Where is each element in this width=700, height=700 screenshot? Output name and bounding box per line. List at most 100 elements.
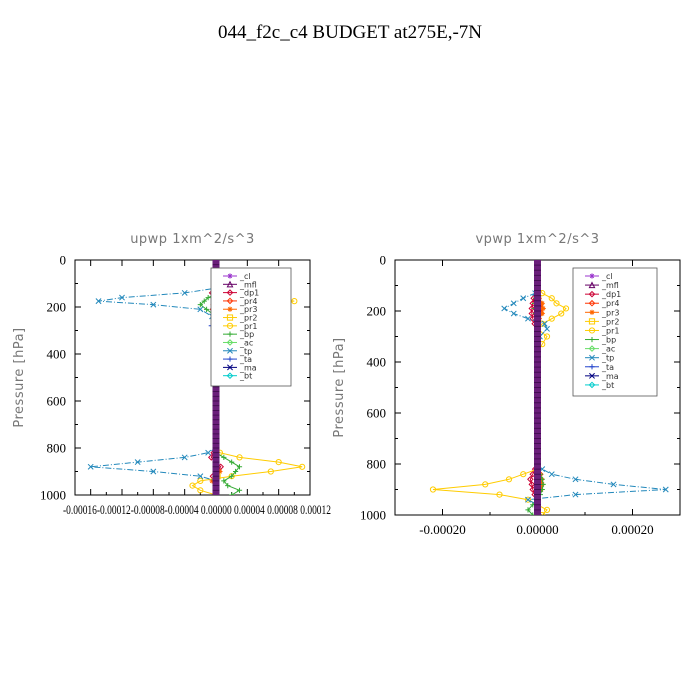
legend-marker [589, 364, 595, 370]
legend-label: _pr1 [239, 322, 257, 331]
legend-label: _bt [601, 381, 614, 390]
panel-title: upwp 1xm^2/s^3 [130, 232, 255, 247]
legend-marker [588, 318, 596, 325]
series-point [197, 306, 204, 313]
series-point [525, 315, 531, 322]
legend-label: _cl [239, 272, 251, 281]
legend-label: _ac [601, 345, 615, 354]
y-tick-label: 400 [47, 347, 67, 362]
x-tick-labels: -0.00016-0.00012-0.00008-0.00004 0.00000… [63, 502, 331, 517]
y-tick-label: 200 [367, 304, 387, 319]
series-point [482, 481, 489, 488]
legend-marker [589, 372, 595, 379]
legend-marker [588, 381, 596, 389]
series-point [267, 468, 274, 475]
legend-label: _pr2 [601, 317, 619, 326]
x-tick-label: 0.00020 [611, 522, 653, 537]
series-point [189, 482, 196, 489]
legend-label: _tp [239, 347, 252, 356]
series-point [429, 486, 437, 493]
series-point [496, 491, 503, 498]
legend-label: _bt [239, 372, 252, 381]
y-tick-label: 200 [47, 300, 67, 315]
legend-marker [227, 331, 233, 337]
series-point [558, 310, 565, 317]
series-point [520, 295, 527, 302]
series-point [524, 496, 532, 503]
series-point [510, 310, 517, 317]
series-point [119, 294, 125, 301]
legend-label: _bp [239, 330, 254, 339]
series-line-tp [90, 260, 220, 495]
legend-label: _pr4 [601, 299, 619, 308]
series-point [562, 305, 570, 312]
series-point [201, 298, 207, 304]
series-point [205, 295, 211, 301]
series-point [540, 481, 546, 487]
legend-marker [226, 339, 234, 346]
y-axis-label: Pressure [hPa] [12, 327, 27, 427]
legend-marker [589, 336, 595, 343]
legend: _cl_mfl_dp1_pr4_pr3_pr2_pr1_bp_ac_tp_ta_… [572, 267, 658, 397]
y-tick-label: 800 [47, 441, 67, 456]
series-point [150, 468, 157, 475]
series-point [197, 487, 204, 494]
series-point [197, 473, 204, 480]
series-point [540, 305, 546, 312]
series-point [525, 507, 531, 513]
legend-label: _ma [601, 372, 619, 381]
series-point [217, 468, 223, 475]
series-point [610, 481, 617, 488]
series-point [229, 459, 235, 465]
legend-marker [589, 309, 595, 315]
legend-marker [227, 273, 233, 279]
series-point [197, 477, 204, 484]
series-point [553, 300, 560, 307]
y-tick-label: 800 [367, 457, 387, 472]
series-point [539, 300, 545, 306]
series-point [548, 315, 555, 322]
legend-marker [227, 306, 233, 312]
legend-marker [588, 290, 596, 298]
series-point [520, 471, 527, 478]
series-point [530, 512, 536, 515]
series-point [548, 295, 555, 302]
legend-marker [588, 345, 596, 352]
series-point [232, 468, 239, 475]
panel-title: vpwp 1xm^2/s^3 [475, 232, 599, 247]
series-point [197, 302, 203, 308]
legend-marker [226, 289, 234, 296]
legend-label: _tp [601, 354, 614, 363]
legend-label: _pr3 [601, 308, 619, 317]
series-point [572, 476, 579, 483]
legend-marker [226, 297, 234, 305]
series-point [572, 491, 579, 498]
y-tick-label: 600 [47, 394, 67, 409]
legend-label: _bp [601, 336, 616, 345]
y-tick-label: 1000 [40, 488, 66, 503]
series-point [134, 459, 141, 466]
series-point [236, 464, 243, 470]
legend-label: _mfl [601, 281, 619, 290]
series-point [204, 306, 210, 312]
legend-label: _pr3 [239, 305, 257, 314]
y-tick-label: 0 [60, 253, 67, 268]
legend-label: _mfl [239, 280, 257, 289]
legend-marker [588, 299, 596, 307]
legend-marker [227, 364, 233, 371]
series-point [87, 463, 94, 470]
series-line-tp [503, 260, 666, 515]
series-point [501, 305, 508, 312]
series-point [275, 459, 282, 466]
plot-panel-1: upwp 1xm^2/s^3 Pressure [hPa] 0 200 400 600 80… [12, 232, 331, 517]
series-point [229, 492, 235, 495]
y-tick-label: 600 [367, 406, 387, 421]
series-point [221, 478, 227, 484]
legend-marker [588, 281, 596, 289]
x-tick-label: 0.00000 [516, 522, 558, 537]
legend-label: _pr4 [239, 297, 257, 306]
figure-title: 044_f2c_c4 BUDGET at275E,-7N [217, 22, 482, 43]
series-point [539, 310, 545, 317]
series-point [221, 454, 227, 460]
legend-label: _ac [239, 338, 253, 347]
